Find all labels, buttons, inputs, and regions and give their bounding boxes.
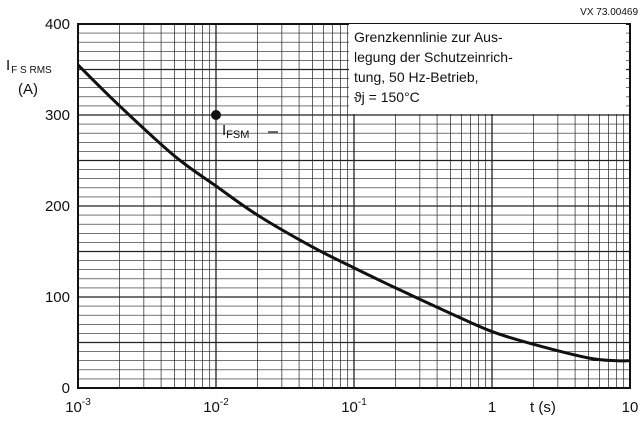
annotation-box: [349, 24, 626, 114]
ifsm-point: [211, 110, 221, 120]
y-tick-label: 400: [45, 16, 70, 33]
annotation-line-2: legung der Schutzeinrich-: [354, 49, 513, 65]
figure-code: VX 73.00469: [580, 7, 638, 18]
annotation-line-1: Grenzkennlinie zur Aus-: [354, 29, 503, 45]
y-tick-label: 300: [45, 107, 70, 124]
annotation-line-4: ϑj = 150°C: [354, 89, 420, 105]
x-tick-label: 10: [622, 399, 639, 416]
x-tick-label: 10-2: [203, 397, 229, 416]
x-tick-label: 1: [488, 399, 496, 416]
x-axis-label: t (s): [530, 399, 556, 416]
x-tick-label: 10-3: [65, 397, 91, 416]
y-tick-label: 0: [62, 380, 70, 397]
y-axis-label: IF S RMS: [6, 57, 52, 76]
tick-labels: 0 100 200 300 400 10-3 10-2 10-1 1 10: [45, 16, 638, 416]
y-axis-unit: (A): [18, 81, 38, 98]
annotation-line-3: tung, 50 Hz-Betrieb,: [354, 69, 479, 85]
series-line-0: [76, 63, 631, 363]
y-tick-label: 100: [45, 289, 70, 306]
y-tick-label: 200: [45, 198, 70, 215]
ifsm-label: IFSM: [222, 122, 249, 141]
x-tick-label: 10-1: [341, 397, 367, 416]
series-layer: IFSM: [76, 63, 631, 363]
